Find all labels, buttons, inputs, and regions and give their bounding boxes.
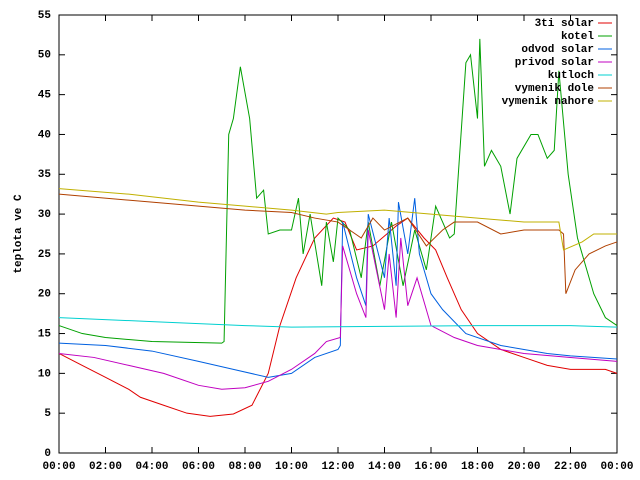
data-line — [58, 193, 618, 294]
y-axis-label: teplota ve C — [13, 194, 25, 274]
y-tick-label: 20 — [38, 289, 51, 301]
x-tick-label: 14:00 — [368, 461, 401, 473]
x-tick-label: 02:00 — [89, 461, 122, 473]
x-tick-label: 06:00 — [182, 461, 215, 473]
y-tick-label: 5 — [44, 408, 51, 420]
y-tick-label: 0 — [44, 448, 51, 460]
y-tick-label: 35 — [38, 169, 52, 181]
x-tick-label: 00:00 — [42, 461, 75, 473]
x-tick-label: 18:00 — [461, 461, 494, 473]
x-tick-label: 22:00 — [554, 461, 587, 473]
y-tick-label: 25 — [38, 249, 52, 261]
data-line — [58, 317, 618, 328]
legend-label: odvod solar — [521, 44, 594, 56]
y-tick-label: 30 — [38, 209, 51, 221]
plot-border — [58, 14, 618, 454]
x-tick-label: 00:00 — [600, 461, 633, 473]
data-line — [58, 198, 618, 378]
legend-label: vymenik dole — [515, 83, 595, 95]
legend-label: 3ti solar — [535, 18, 594, 30]
data-line — [58, 38, 618, 344]
data-line — [58, 188, 617, 251]
y-tick-label: 10 — [38, 368, 51, 380]
data-line — [58, 229, 618, 390]
y-tick-label: 50 — [38, 50, 51, 62]
y-tick-label: 45 — [38, 90, 52, 102]
y-tick-label: 55 — [38, 10, 52, 22]
y-tick-label: 15 — [38, 328, 52, 340]
x-tick-label: 16:00 — [414, 461, 447, 473]
y-tick-label: 40 — [38, 129, 51, 141]
x-tick-label: 10:00 — [275, 461, 308, 473]
legend-label: vymenik nahore — [502, 96, 595, 108]
legend-label: kotel — [561, 31, 594, 43]
x-tick-label: 20:00 — [507, 461, 540, 473]
legend-label: privod solar — [515, 57, 594, 69]
data-line — [58, 217, 618, 417]
x-tick-label: 04:00 — [135, 461, 168, 473]
x-tick-label: 12:00 — [321, 461, 354, 473]
x-tick-label: 08:00 — [228, 461, 261, 473]
legend-label: kutloch — [548, 70, 594, 82]
